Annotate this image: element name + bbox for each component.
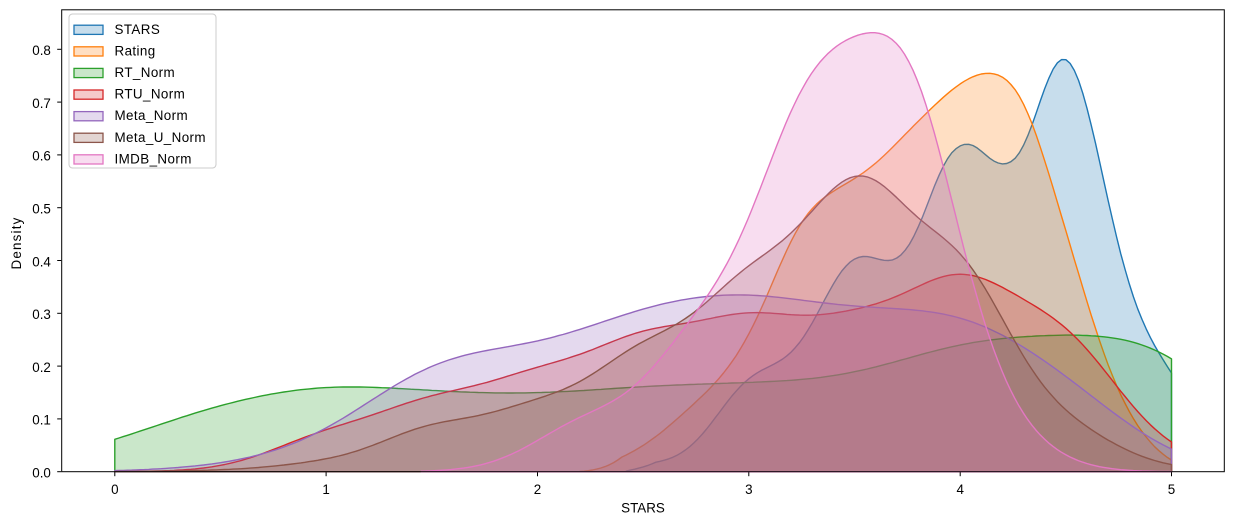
svg-text:0.3: 0.3: [32, 307, 51, 322]
svg-text:0.8: 0.8: [32, 43, 51, 58]
svg-text:0.0: 0.0: [32, 466, 51, 481]
svg-text:0.7: 0.7: [32, 96, 51, 111]
svg-text:RT_Norm: RT_Norm: [115, 65, 176, 80]
svg-text:0.6: 0.6: [32, 149, 51, 164]
svg-text:STARS: STARS: [115, 22, 161, 37]
svg-text:3: 3: [745, 482, 752, 497]
svg-text:Rating: Rating: [115, 43, 156, 58]
svg-text:RTU_Norm: RTU_Norm: [115, 87, 186, 102]
svg-text:2: 2: [534, 482, 541, 497]
svg-text:IMDB_Norm: IMDB_Norm: [115, 151, 192, 166]
svg-text:0.5: 0.5: [32, 202, 51, 217]
svg-text:Density: Density: [9, 216, 24, 269]
svg-text:Meta_Norm: Meta_Norm: [115, 108, 189, 123]
svg-text:STARS: STARS: [621, 501, 665, 516]
svg-text:0.2: 0.2: [32, 360, 51, 375]
svg-text:0.4: 0.4: [32, 254, 51, 269]
svg-text:4: 4: [956, 482, 964, 497]
svg-text:0: 0: [111, 482, 118, 497]
svg-text:5: 5: [1168, 482, 1175, 497]
svg-text:0.1: 0.1: [32, 413, 51, 428]
svg-text:Meta_U_Norm: Meta_U_Norm: [115, 130, 206, 145]
svg-text:1: 1: [322, 482, 329, 497]
